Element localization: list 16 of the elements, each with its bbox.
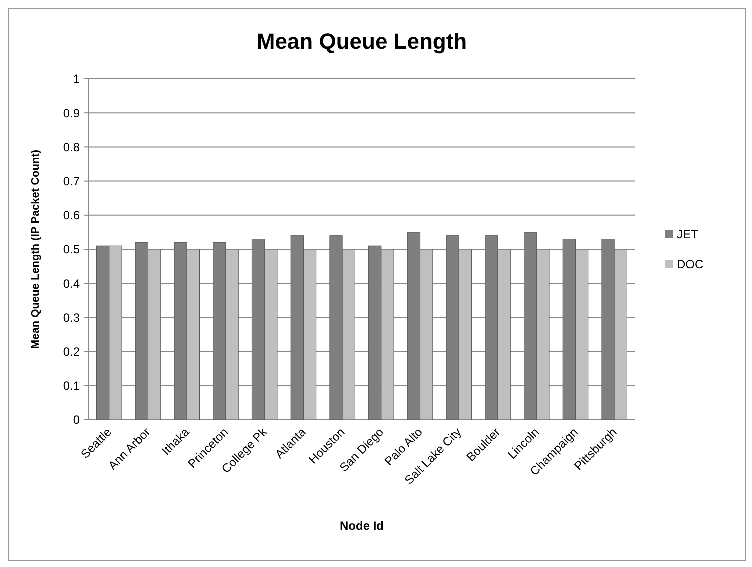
y-tick-label: 0.3 (63, 310, 80, 325)
y-axis-title: Mean Queue Length (IP Packet Count) (30, 150, 42, 350)
y-tick-label: 0.5 (63, 242, 80, 257)
y-tick-label: 0.1 (63, 379, 80, 394)
y-tick-label: 0.9 (63, 106, 80, 120)
x-axis-title: Node Id (340, 519, 384, 533)
y-tick-label: 0.7 (63, 174, 80, 188)
y-tick-label: 0.8 (63, 140, 80, 154)
legend-label: DOC (677, 258, 704, 272)
y-tick-label: 0.4 (63, 276, 80, 291)
y-tick-label: 0 (73, 413, 80, 428)
y-tick-label: 1 (73, 72, 80, 86)
y-tick-label: 0.2 (63, 345, 80, 359)
y-tick-label: 0.6 (63, 208, 80, 223)
legend-label: JET (677, 228, 700, 242)
chart-title: Mean Queue Length (256, 29, 468, 54)
